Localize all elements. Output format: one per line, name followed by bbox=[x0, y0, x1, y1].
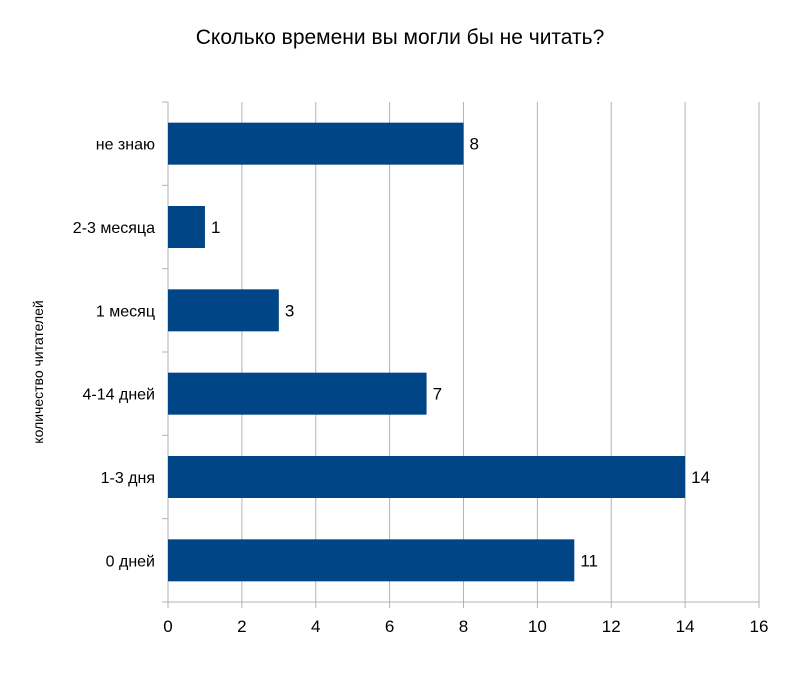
chart-title: Сколько времени вы могли бы не читать? bbox=[195, 26, 605, 49]
data-label-1: 1 bbox=[211, 218, 220, 237]
data-label-3: 7 bbox=[433, 385, 442, 404]
x-tick-label-0: 0 bbox=[163, 617, 172, 636]
bar-2[interactable] bbox=[168, 289, 279, 332]
x-tick-label-7: 14 bbox=[676, 617, 695, 636]
x-tick-label-5: 10 bbox=[528, 617, 547, 636]
bar-0[interactable] bbox=[168, 122, 464, 165]
x-tick-label-4: 8 bbox=[459, 617, 468, 636]
data-label-4: 14 bbox=[691, 468, 710, 487]
category-label-4: 1-3 дня bbox=[101, 470, 155, 487]
category-label-0: не знаю bbox=[96, 137, 155, 154]
x-tick-label-8: 16 bbox=[750, 617, 769, 636]
data-label-2: 3 bbox=[285, 301, 294, 320]
bar-4[interactable] bbox=[168, 456, 686, 498]
bar-5[interactable] bbox=[168, 539, 575, 582]
x-tick-label-1: 2 bbox=[237, 617, 246, 636]
x-tick-label-2: 4 bbox=[311, 617, 320, 636]
data-label-0: 8 bbox=[470, 135, 479, 154]
x-tick-label-6: 12 bbox=[602, 617, 621, 636]
category-label-5: 0 дней bbox=[106, 553, 155, 570]
category-label-3: 4-14 дней bbox=[83, 387, 155, 404]
bar-3[interactable] bbox=[168, 372, 427, 415]
data-label-5: 11 bbox=[580, 551, 598, 570]
bar-1[interactable] bbox=[168, 206, 205, 248]
category-label-1: 2-3 месяца bbox=[73, 220, 155, 237]
category-label-2: 1 месяц bbox=[96, 303, 155, 320]
x-tick-label-3: 6 bbox=[385, 617, 394, 636]
